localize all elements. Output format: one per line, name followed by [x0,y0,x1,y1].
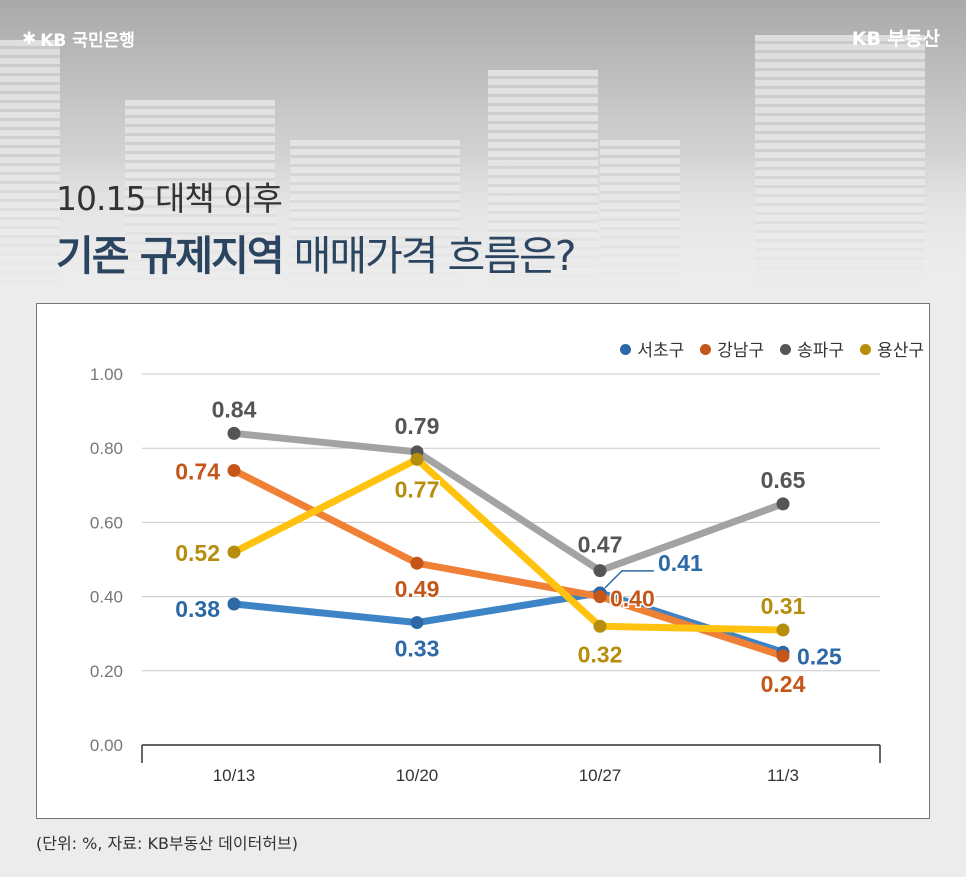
legend-dot-icon [780,344,792,355]
data-label: 0.52 [175,540,220,566]
data-label: 0.40 [610,586,655,612]
kb-real-estate-logo: KB 부동산 [851,28,940,50]
data-label: 0.74 [175,458,220,484]
legend-item: 서초구 [620,336,684,361]
data-label: 0.32 [578,641,623,667]
data-point [410,616,424,630]
legend-label: 서초구 [637,341,685,361]
title-line2: 기존 규제지역 매매가격 흐름은? [56,222,577,282]
data-point [593,590,607,604]
legend-label: 송파구 [797,341,845,361]
legend: 서초구 강남구 송파구 용산구 [620,336,924,361]
data-point [776,623,790,637]
data-point [593,619,607,633]
x-tick-label: 10/20 [396,766,439,785]
data-point [593,564,607,578]
y-tick-label: 0.20 [90,662,123,681]
data-label: 0.31 [761,593,806,619]
data-label: 0.47 [578,532,623,558]
legend-item: 송파구 [780,336,844,361]
legend-dot-icon [700,344,712,355]
legend-item: 강남구 [700,336,764,361]
data-point [227,463,241,477]
data-point [227,426,241,440]
data-label: 0.41 [658,550,703,576]
x-tick-label: 10/13 [213,766,256,785]
data-label: 0.49 [395,576,440,602]
bank-logo-text: KB 국민은행 [40,31,135,51]
x-tick-label: 10/27 [579,766,622,785]
title-line1: 10.15 대책 이후 [56,179,283,218]
data-point [410,452,424,466]
legend-item: 용산구 [860,336,924,361]
series-line-서초구 [233,589,785,656]
y-tick-label: 1.00 [90,365,123,384]
legend-label: 강남구 [717,341,765,361]
title-rest: 매매가격 흐름은? [282,232,577,280]
kb-star-icon: ✱ [22,28,37,49]
data-label: 0.25 [797,643,842,669]
data-label: 0.38 [175,596,220,622]
source-note: (단위: %, 자료: KB부동산 데이터허브) [36,834,299,853]
data-point [776,649,790,663]
title-bold: 기존 규제지역 [56,232,285,280]
series-line-용산구 [232,455,784,634]
series-line-송파구 [233,429,785,575]
data-point [410,556,424,570]
legend-label: 용산구 [877,341,924,361]
x-tick-label: 11/3 [767,766,799,785]
data-label: 0.77 [395,476,440,502]
chart-panel [36,303,930,819]
data-label: 0.65 [761,467,806,493]
header-banner: ✱ KB 국민은행 KB 부동산 10.15 대책 이후 기존 규제지역 매매가격… [0,0,966,290]
data-point [776,497,790,511]
data-label: 0.79 [395,413,440,439]
data-point [227,545,241,559]
data-label: 0.84 [212,396,257,422]
legend-dot-icon [620,344,632,355]
data-label: 0.24 [761,671,806,697]
leader-line [604,570,654,589]
y-tick-label: 0.80 [90,439,123,458]
legend-dot-icon [860,344,872,355]
y-tick-label: 0.40 [90,588,123,607]
kb-kookmin-logo: ✱ KB 국민은행 [22,26,135,52]
data-label: 0.33 [395,636,440,662]
data-point [227,597,241,611]
y-tick-label: 0.00 [90,736,123,755]
y-tick-label: 0.60 [90,513,123,532]
